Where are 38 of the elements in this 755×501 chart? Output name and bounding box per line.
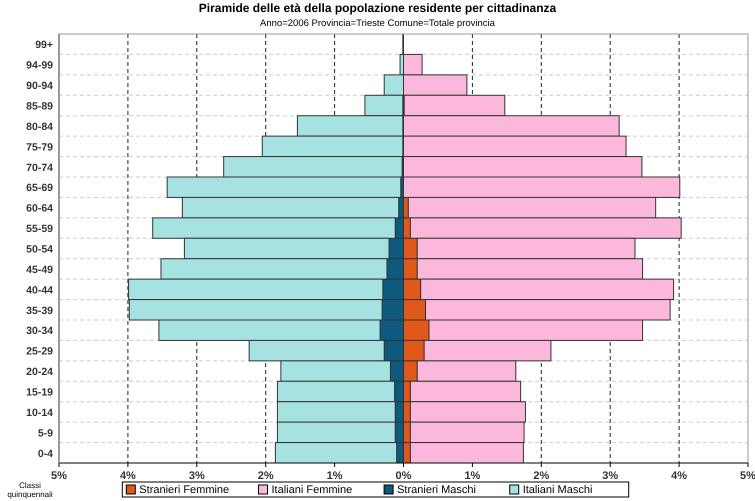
chart-subtitle: Anno=2006 Provincia=Trieste Comune=Totale provincia xyxy=(260,18,496,29)
y-tick-label: 85-89 xyxy=(26,100,54,112)
legend-label: Stranieri Maschi xyxy=(397,484,476,496)
y-tick-label: 94-99 xyxy=(26,60,54,72)
x-tick-label: 1% xyxy=(464,470,481,482)
x-tick-label: 4% xyxy=(120,470,136,482)
y-tick-label: 10-14 xyxy=(26,406,54,419)
y-tick-label: 20-24 xyxy=(26,366,54,378)
y-tick-label: 30-34 xyxy=(26,325,54,338)
y-tick-label: 25-29 xyxy=(26,346,54,358)
legend-label: Italiani Femmine xyxy=(272,484,352,496)
y-tick-label: 80-84 xyxy=(26,120,54,133)
x-tick-label: 1% xyxy=(326,470,343,482)
legend-label: Italiani Maschi xyxy=(522,484,592,496)
x-tick-label: 4% xyxy=(671,470,688,482)
y-tick-label: 40-44 xyxy=(26,284,54,296)
y-tick-label: 35-39 xyxy=(26,304,54,317)
y-tick-label: 0-4 xyxy=(38,448,54,460)
y-tick-label: 15-19 xyxy=(26,386,54,398)
y-tick-label: 90-94 xyxy=(26,80,54,92)
chart-title: Piramide delle età della popolazione residente per cittadinanza xyxy=(198,1,557,15)
y-tick-label: 99+ xyxy=(35,39,53,52)
y-tick-label: 55-59 xyxy=(26,223,54,236)
legend-label: Stranieri Femmine xyxy=(139,484,230,496)
y-tick-label: 70-74 xyxy=(26,162,54,174)
y-axis-title: Classi quinquennali xyxy=(7,481,53,499)
x-tick-label: 0% xyxy=(396,470,412,482)
x-tick-label: 2% xyxy=(533,470,550,482)
x-tick-label: 5% xyxy=(51,470,68,482)
x-tick-label: 3% xyxy=(602,470,618,482)
x-tick-label: 3% xyxy=(188,470,205,482)
y-tick-label: 60-64 xyxy=(26,202,54,215)
y-tick-label: 75-79 xyxy=(26,141,54,154)
y-tick-label: 50-54 xyxy=(26,244,54,256)
y-tick-label: 45-49 xyxy=(26,264,54,276)
y-tick-label: 65-69 xyxy=(26,182,54,194)
y-tick-label: 5-9 xyxy=(38,427,54,440)
x-tick-label: 2% xyxy=(258,470,274,482)
